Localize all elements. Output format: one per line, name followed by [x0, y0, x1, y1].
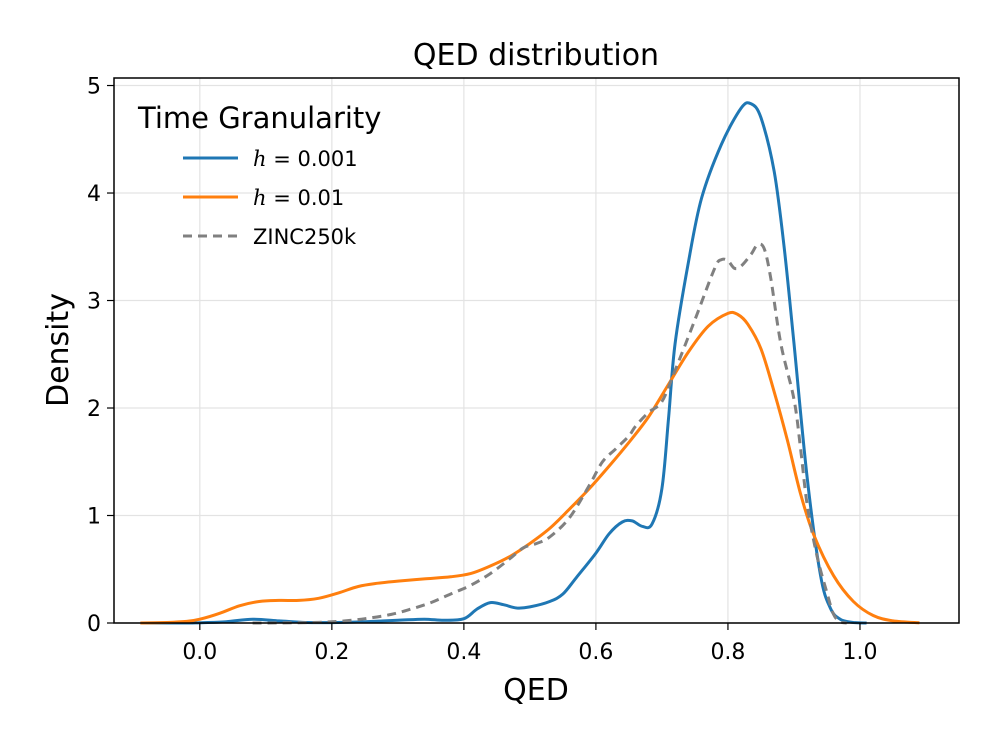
y-axis-label: Density: [41, 293, 76, 407]
series-line-2: [252, 242, 848, 625]
y-tick-label: 1: [87, 505, 101, 530]
series-group: [140, 101, 920, 625]
legend-label-text: = 0.001: [267, 147, 358, 171]
x-tick-label: 0.4: [446, 640, 481, 665]
x-tick-label: 1.0: [842, 640, 877, 665]
x-axis-label: QED: [503, 673, 569, 708]
legend-label-text: = 0.01: [267, 186, 345, 210]
x-tick-label: 0.0: [182, 640, 217, 665]
y-tick-label: 0: [87, 612, 101, 637]
x-tick-label: 0.8: [710, 640, 745, 665]
y-tick-label: 5: [87, 75, 101, 100]
x-tick-label: 0.2: [314, 640, 349, 665]
grid-lines: [114, 78, 959, 624]
chart-title: QED distribution: [413, 38, 659, 73]
legend-title: Time Granularity: [137, 101, 381, 135]
x-tick-label: 0.6: [578, 640, 613, 665]
y-tick-label: 2: [87, 397, 101, 422]
x-axis-ticks: 0.0 0.2 0.4 0.6 0.8 1.0: [182, 623, 877, 665]
y-tick-label: 3: [87, 290, 101, 315]
y-axis-ticks: 0 1 2 3 4 5: [87, 75, 114, 637]
legend-label-variable: h: [253, 186, 267, 210]
legend-label-1: h = 0.01: [253, 186, 344, 210]
plot-frame: [113, 77, 960, 624]
series-line-0: [140, 101, 867, 625]
legend-label-variable: h: [253, 147, 267, 171]
series-line-1: [140, 310, 920, 625]
y-tick-label: 4: [87, 182, 101, 207]
legend-label-text: ZINC250k: [253, 225, 357, 249]
legend-label-2: ZINC250k: [253, 225, 357, 249]
legend-label-0: h = 0.001: [253, 147, 358, 171]
